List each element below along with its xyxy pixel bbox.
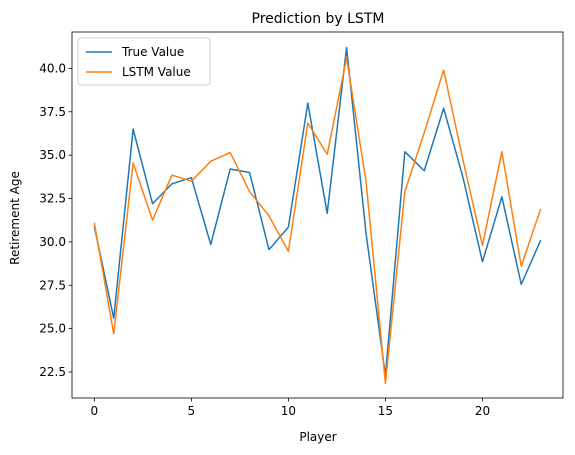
x-axis: 0 5 10 15 20 (90, 398, 490, 418)
legend: True Value LSTM Value (77, 37, 211, 86)
series-line-1 (93, 57, 542, 385)
y-tick-label: 30.0 (39, 235, 66, 249)
y-axis: 22.5 25.0 27.5 30.0 32.5 35.0 37.5 40.0 (39, 61, 72, 379)
series-line-0 (93, 46, 542, 377)
x-tick-label: 0 (90, 404, 98, 418)
x-tick-label: 15 (378, 404, 393, 418)
chart-title: Prediction by LSTM (252, 11, 385, 27)
x-axis-label: Player (299, 430, 336, 444)
y-tick-label: 27.5 (39, 278, 66, 292)
y-tick-label: 40.0 (39, 61, 66, 75)
y-tick-label: 25.0 (39, 322, 66, 336)
legend-label: LSTM Value (122, 65, 191, 79)
y-tick-label: 32.5 (39, 192, 66, 206)
y-tick-label: 37.5 (39, 105, 66, 119)
plot-frame (71, 31, 564, 399)
legend-box (77, 37, 211, 86)
x-tick-label: 10 (281, 404, 296, 418)
x-tick-label: 20 (475, 404, 490, 418)
y-axis-label: Retirement Age (8, 171, 22, 265)
legend-label: True Value (121, 45, 184, 59)
x-tick-label: 5 (188, 404, 196, 418)
plot-area (71, 31, 564, 399)
y-tick-label: 22.5 (39, 365, 66, 379)
y-tick-label: 35.0 (39, 148, 66, 162)
